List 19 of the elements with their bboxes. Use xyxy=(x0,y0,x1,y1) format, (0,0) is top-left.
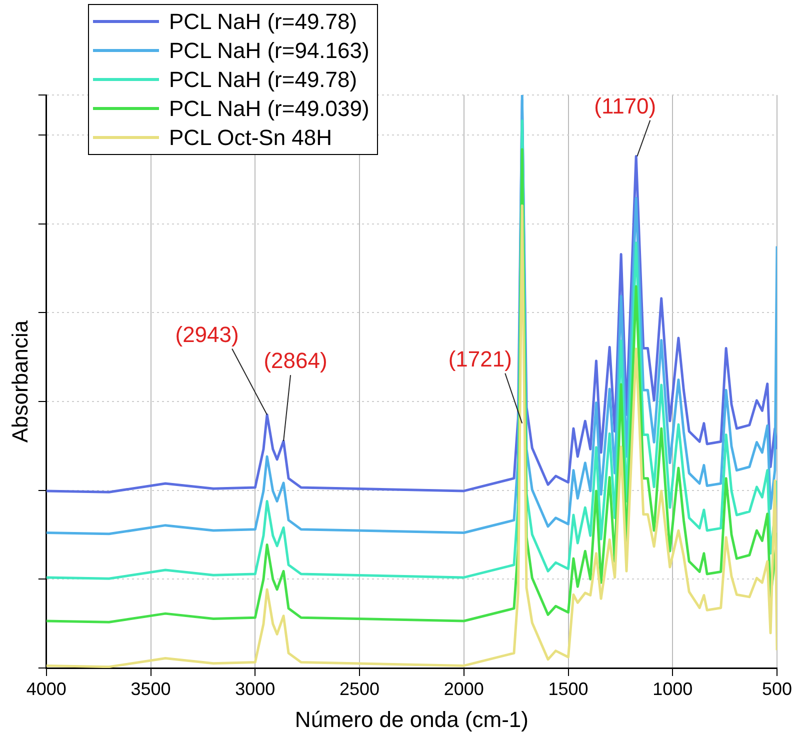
legend-label: PCL NaH (r=94.163) xyxy=(169,37,370,65)
legend-label: PCL NaH (r=49.78) xyxy=(169,8,358,36)
x-tick-label: 4000 xyxy=(26,678,66,699)
y-axis-title: Absorbancia xyxy=(7,320,32,443)
annotation: (1170) xyxy=(594,93,656,118)
annotation: (2943) xyxy=(175,322,239,347)
legend-label: PCL Oct-Sn 48H xyxy=(169,124,332,152)
x-tick-label: 500 xyxy=(762,678,792,699)
x-tick-label: 2500 xyxy=(339,678,380,699)
x-tick-label: 2000 xyxy=(444,678,484,699)
x-tick-label: 3500 xyxy=(130,678,171,699)
legend-label: PCL NaH (r=49.78) xyxy=(169,66,358,94)
x-tick-label: 1500 xyxy=(548,678,588,699)
x-axis-title: Número de onda (cm-1) xyxy=(294,706,528,732)
legend-label: PCL NaH (r=49.039) xyxy=(169,95,370,123)
annotation: (1721) xyxy=(448,346,512,372)
x-tick-label: 3000 xyxy=(235,678,276,699)
annotation: (2864) xyxy=(264,348,328,374)
x-tick-label: 1000 xyxy=(652,678,693,699)
